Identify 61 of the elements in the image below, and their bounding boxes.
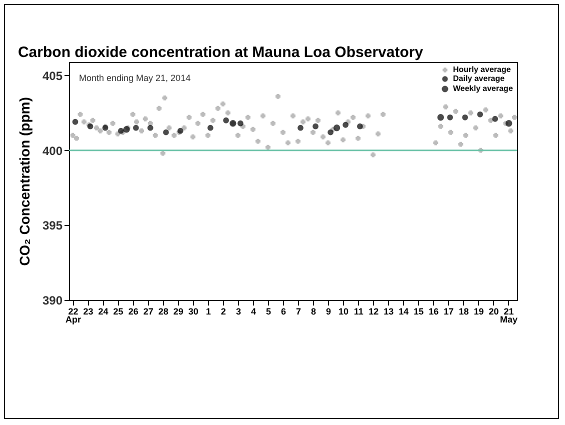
x-tick-label: 2 [220,306,226,316]
x-tick-label: 13 [384,306,394,316]
x-tick-label: 11 [354,306,364,316]
x-tick-label: 19 [474,306,484,316]
x-tick-label: 17 [444,306,454,316]
point [506,120,512,127]
x-tick-label: 20 [488,306,499,316]
x-tick-label: 22 Apr [66,306,82,324]
x-tick-label: 5 [266,306,271,316]
chart-title: Carbon dioxide concentration at Mauna Loa Observatory [18,44,424,61]
legend-label: Daily average [453,74,506,83]
y-tick-label: 390 [42,294,63,308]
x-tick-label: 1 [206,306,211,316]
x-tick-label: 4 [250,306,256,316]
point [328,129,334,136]
point [437,114,444,121]
annotation: Month ending May 21, 2014 [79,73,191,83]
x-tick-label: 30 [188,306,198,316]
x-tick-label: 9 [326,306,332,316]
x-tick-label: 23 [83,306,94,316]
x-tick-label: 21 May [500,306,518,324]
x-tick-label: 3 [236,306,241,316]
x-tick-label: 25 [113,306,124,316]
point [462,114,468,120]
y-tick-label: 400 [42,144,63,158]
point [223,117,229,124]
x-tick-label: 26 [128,306,138,316]
point [477,111,484,118]
x-tick-label: 16 [428,306,439,316]
point [163,129,169,136]
point [357,123,363,130]
legend-label: Hourly average [453,65,512,74]
point [447,114,453,120]
point [298,124,304,131]
x-tick-label: 29 [173,306,184,316]
point [123,126,130,133]
x-tick-label: 8 [311,306,316,316]
point [333,124,340,132]
y-axis-title: CO₂ Concentration (ppm) [16,97,32,266]
x-tick-label: 28 [158,306,168,316]
x-tick-label: 6 [280,306,286,316]
point [312,123,318,130]
point [133,124,139,131]
point [237,120,244,126]
point [72,118,78,125]
legend-label: Weekly average [453,84,514,93]
y-tick-label: 395 [42,218,63,233]
point [492,116,498,122]
x-tick-label: 24 [98,306,108,316]
point [147,124,154,131]
point [118,128,124,134]
x-tick-label: 14 [398,306,409,316]
point [342,122,349,128]
x-tick-label: 12 [368,306,379,316]
y-tick-label: 405 [42,68,63,83]
x-tick-label: 7 [296,306,302,316]
point [207,124,214,131]
x-tick-label: 18 [458,306,469,316]
x-tick-label: 10 [338,306,349,316]
x-tick-label: 27 [143,306,154,316]
x-tick-label: 15 [414,306,424,316]
